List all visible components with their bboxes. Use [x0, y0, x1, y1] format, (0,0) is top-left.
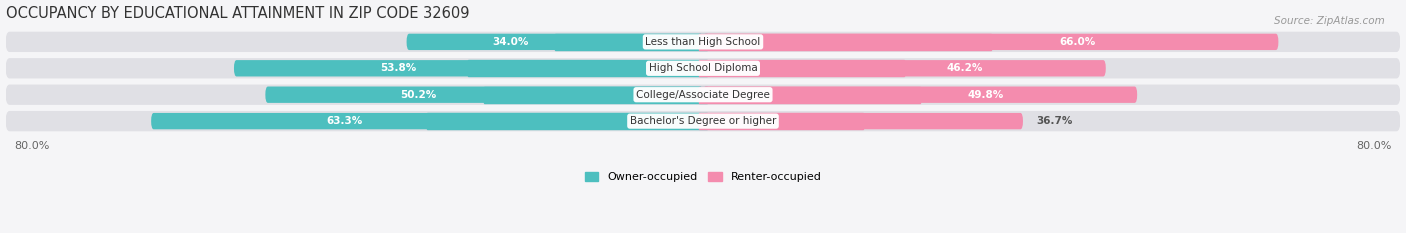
FancyBboxPatch shape	[6, 32, 1400, 52]
Text: 34.0%: 34.0%	[492, 37, 529, 47]
Text: 66.0%: 66.0%	[1059, 37, 1095, 47]
FancyBboxPatch shape	[152, 113, 703, 129]
FancyBboxPatch shape	[233, 60, 703, 76]
Text: 63.3%: 63.3%	[326, 116, 363, 126]
Bar	[699, 86, 920, 103]
Text: 80.0%: 80.0%	[1357, 141, 1392, 151]
FancyBboxPatch shape	[6, 58, 1400, 79]
FancyBboxPatch shape	[6, 111, 1400, 131]
Text: 46.2%: 46.2%	[946, 63, 983, 73]
Text: Bachelor's Degree or higher: Bachelor's Degree or higher	[630, 116, 776, 126]
Bar	[484, 86, 707, 103]
Text: Source: ZipAtlas.com: Source: ZipAtlas.com	[1274, 16, 1385, 26]
Text: OCCUPANCY BY EDUCATIONAL ATTAINMENT IN ZIP CODE 32609: OCCUPANCY BY EDUCATIONAL ATTAINMENT IN Z…	[6, 6, 470, 21]
Bar	[699, 113, 863, 129]
Text: 53.8%: 53.8%	[380, 63, 416, 73]
Bar	[699, 34, 991, 50]
Bar	[468, 60, 707, 76]
FancyBboxPatch shape	[703, 60, 1105, 76]
FancyBboxPatch shape	[703, 113, 1024, 129]
FancyBboxPatch shape	[266, 86, 703, 103]
Bar	[555, 34, 707, 50]
FancyBboxPatch shape	[703, 86, 1137, 103]
Text: 50.2%: 50.2%	[401, 90, 437, 100]
FancyBboxPatch shape	[6, 85, 1400, 105]
Bar	[427, 113, 707, 129]
Text: Less than High School: Less than High School	[645, 37, 761, 47]
Legend: Owner-occupied, Renter-occupied: Owner-occupied, Renter-occupied	[581, 168, 825, 187]
Text: High School Diploma: High School Diploma	[648, 63, 758, 73]
FancyBboxPatch shape	[406, 34, 703, 50]
Bar	[699, 60, 904, 76]
Text: 36.7%: 36.7%	[1036, 116, 1073, 126]
Text: College/Associate Degree: College/Associate Degree	[636, 90, 770, 100]
Text: 80.0%: 80.0%	[14, 141, 49, 151]
Text: 49.8%: 49.8%	[967, 90, 1004, 100]
FancyBboxPatch shape	[703, 34, 1278, 50]
